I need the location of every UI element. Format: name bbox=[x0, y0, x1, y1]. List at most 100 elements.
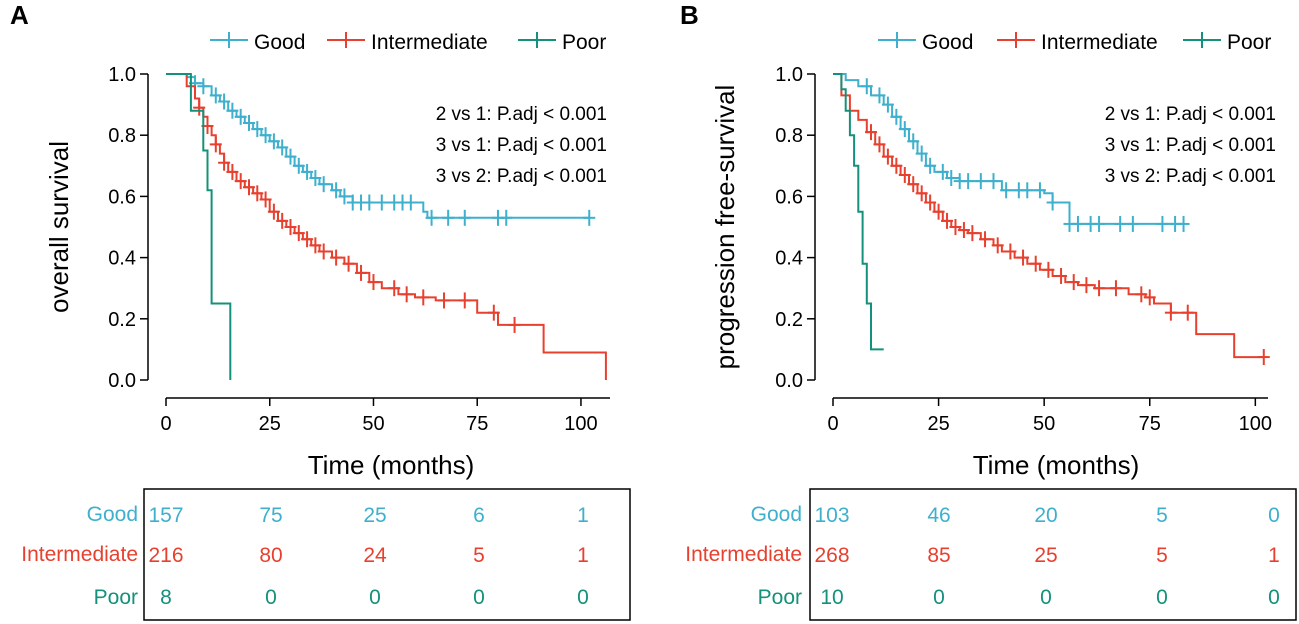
risk-table-box bbox=[143, 488, 631, 621]
x-tick-label: 75 bbox=[466, 413, 488, 435]
y-tick-label: 0.4 bbox=[775, 248, 803, 270]
y-tick-label: 0.8 bbox=[775, 125, 803, 147]
risk-table: Good Intermediate Poor 103 46 20 5 0 268… bbox=[685, 488, 1297, 621]
risk-cell-intermediate-t75: 5 bbox=[473, 544, 485, 567]
risk-label-intermediate: Intermediate bbox=[685, 543, 802, 566]
risk-cell-good-t25: 46 bbox=[927, 504, 950, 527]
p-value-line: 3 vs 1: P.adj < 0.001 bbox=[436, 135, 607, 156]
risk-cell-intermediate-t100: 1 bbox=[577, 544, 589, 567]
risk-cell-intermediate-t50: 24 bbox=[363, 544, 387, 567]
risk-cell-intermediate-t50: 25 bbox=[1034, 544, 1057, 567]
risk-cell-intermediate-t75: 5 bbox=[1156, 544, 1168, 567]
risk-cell-intermediate-t0: 216 bbox=[148, 544, 183, 567]
x-axis-title: Time (months) bbox=[308, 450, 475, 480]
x-axis: Time (months) bbox=[166, 397, 610, 480]
x-tick-label: 100 bbox=[1239, 413, 1272, 435]
risk-table: Good Intermediate Poor 157 75 25 6 1 216… bbox=[21, 488, 631, 621]
legend-item-good: Good bbox=[878, 31, 973, 54]
km-plot-area: 0.0 0.2 0.4 0.6 0.8 1.0 0 25 50 75 100 bbox=[775, 64, 1272, 435]
y-tick-label: 1.0 bbox=[108, 64, 136, 86]
survival-curve-poor bbox=[833, 73, 884, 351]
y-tick-label: 0.2 bbox=[775, 309, 803, 331]
risk-cell-poor-t0: 10 bbox=[820, 586, 843, 609]
x-axis-title: Time (months) bbox=[973, 450, 1140, 480]
x-tick-label: 50 bbox=[1033, 413, 1055, 435]
risk-cell-poor-t50: 0 bbox=[369, 586, 381, 609]
x-tick-label: 75 bbox=[1139, 413, 1161, 435]
risk-label-intermediate: Intermediate bbox=[21, 543, 138, 566]
y-axis: overall survival bbox=[44, 74, 149, 380]
risk-label-poor: Poor bbox=[94, 586, 138, 609]
p-value-line: 2 vs 1: P.adj < 0.001 bbox=[436, 104, 607, 125]
risk-cell-poor-t100: 0 bbox=[1268, 586, 1280, 609]
x-tick-label: 25 bbox=[259, 413, 281, 435]
x-tick-label: 0 bbox=[827, 413, 838, 435]
legend-item-intermediate: Intermediate bbox=[997, 31, 1158, 54]
p-value-annotations: 2 vs 1: P.adj < 0.001 3 vs 1: P.adj < 0.… bbox=[436, 104, 607, 187]
panel-b: B Good Intermediate Poor progression fre… bbox=[680, 0, 1297, 621]
y-tick-label: 0.0 bbox=[108, 370, 136, 392]
x-tick-label: 100 bbox=[564, 413, 597, 435]
risk-cell-poor-t25: 0 bbox=[933, 586, 945, 609]
risk-cell-poor-t75: 0 bbox=[473, 586, 485, 609]
legend-item-poor: Poor bbox=[518, 31, 606, 54]
y-tick-label: 0.2 bbox=[108, 309, 136, 331]
y-tick-label: 1.0 bbox=[775, 64, 803, 86]
x-tick-label: 50 bbox=[362, 413, 384, 435]
p-value-line: 2 vs 1: P.adj < 0.001 bbox=[1105, 104, 1276, 125]
legend-item-good: Good bbox=[210, 31, 305, 54]
legend: Good Intermediate Poor bbox=[878, 31, 1271, 54]
legend-label-intermediate: Intermediate bbox=[1041, 31, 1158, 54]
p-value-line: 3 vs 2: P.adj < 0.001 bbox=[1105, 166, 1276, 187]
risk-cell-good-t0: 103 bbox=[814, 504, 849, 527]
km-plot-area: 0.0 0.2 0.4 0.6 0.8 1.0 0 25 50 75 100 bbox=[108, 64, 607, 435]
risk-cell-good-t100: 1 bbox=[577, 504, 589, 527]
legend-label-good: Good bbox=[254, 31, 305, 54]
risk-cell-poor-t0: 8 bbox=[160, 586, 172, 609]
risk-cell-poor-t50: 0 bbox=[1040, 586, 1052, 609]
risk-cell-good-t50: 20 bbox=[1034, 504, 1057, 527]
panel-letter: A bbox=[10, 0, 29, 30]
y-axis-title: overall survival bbox=[44, 141, 74, 313]
legend: Good Intermediate Poor bbox=[210, 31, 606, 54]
legend-label-poor: Poor bbox=[1227, 31, 1271, 54]
risk-cell-intermediate-t25: 80 bbox=[259, 544, 282, 567]
risk-cell-good-t50: 25 bbox=[363, 504, 386, 527]
y-axis: progression free-survival bbox=[710, 74, 816, 380]
x-tick-label: 0 bbox=[160, 413, 171, 435]
y-tick-label: 0.8 bbox=[108, 125, 136, 147]
risk-cell-poor-t75: 0 bbox=[1156, 586, 1168, 609]
risk-cell-good-t75: 6 bbox=[473, 504, 485, 527]
p-value-line: 3 vs 1: P.adj < 0.001 bbox=[1105, 135, 1276, 156]
y-tick-label: 0.6 bbox=[108, 186, 136, 208]
risk-cell-intermediate-t0: 268 bbox=[814, 544, 849, 567]
p-value-annotations: 2 vs 1: P.adj < 0.001 3 vs 1: P.adj < 0.… bbox=[1105, 104, 1276, 187]
survival-curve-poor bbox=[166, 73, 232, 380]
risk-cell-intermediate-t25: 85 bbox=[927, 544, 950, 567]
panel-letter: B bbox=[680, 0, 699, 30]
legend-label-poor: Poor bbox=[562, 31, 606, 54]
x-axis: Time (months) bbox=[833, 397, 1268, 480]
risk-label-poor: Poor bbox=[758, 586, 802, 609]
risk-cell-good-t25: 75 bbox=[259, 504, 282, 527]
y-tick-label: 0.4 bbox=[108, 248, 136, 270]
risk-cell-intermediate-t100: 1 bbox=[1268, 544, 1280, 567]
x-tick-label: 25 bbox=[927, 413, 949, 435]
legend-item-intermediate: Intermediate bbox=[327, 31, 488, 54]
p-value-line: 3 vs 2: P.adj < 0.001 bbox=[436, 166, 607, 187]
panel-a: A Good Intermediate Poor overall surviva… bbox=[10, 0, 631, 621]
risk-cell-poor-t25: 0 bbox=[265, 586, 277, 609]
legend-label-intermediate: Intermediate bbox=[371, 31, 488, 54]
risk-table-box bbox=[809, 488, 1297, 621]
risk-cell-good-t75: 5 bbox=[1156, 504, 1168, 527]
risk-label-good: Good bbox=[87, 503, 138, 526]
risk-cell-poor-t100: 0 bbox=[577, 586, 589, 609]
risk-label-good: Good bbox=[751, 503, 802, 526]
y-tick-label: 0.0 bbox=[775, 370, 803, 392]
y-tick-label: 0.6 bbox=[775, 186, 803, 208]
y-axis-title: progression free-survival bbox=[710, 85, 740, 370]
risk-cell-good-t100: 0 bbox=[1268, 504, 1280, 527]
risk-cell-good-t0: 157 bbox=[148, 504, 183, 527]
legend-item-poor: Poor bbox=[1183, 31, 1271, 54]
